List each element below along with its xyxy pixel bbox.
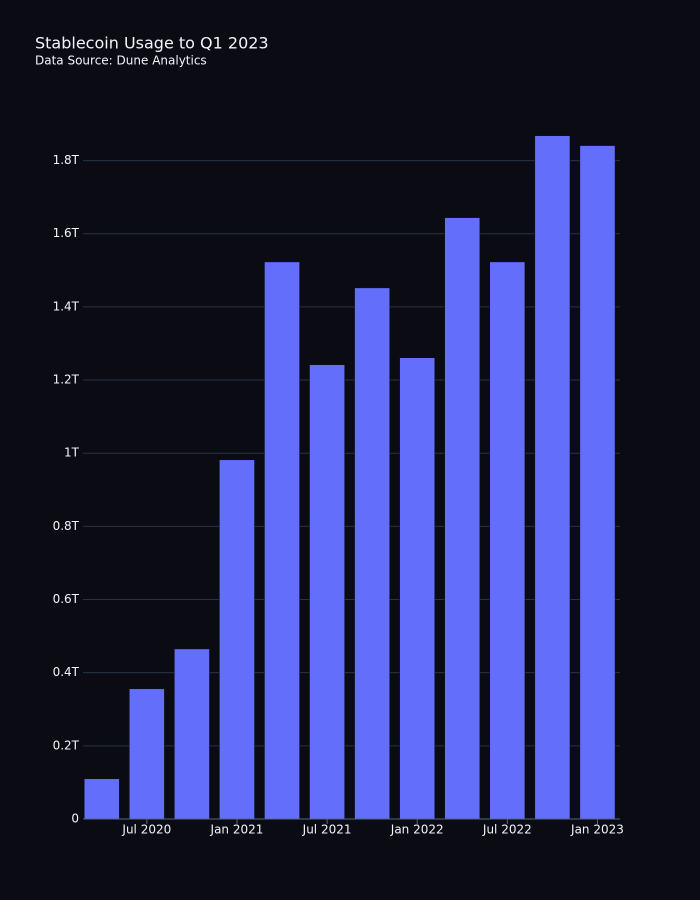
bar bbox=[489, 261, 526, 820]
bar bbox=[444, 217, 481, 820]
x-tick-label: Jul 2021 bbox=[302, 823, 352, 837]
x-tick-label: Jan 2021 bbox=[210, 823, 264, 837]
bar bbox=[83, 778, 120, 820]
y-tick-label: 1.8T bbox=[53, 153, 80, 167]
y-tick-label: 1.4T bbox=[53, 299, 80, 313]
x-tick-label: Jul 2020 bbox=[121, 823, 171, 837]
bar bbox=[534, 135, 571, 820]
bar bbox=[309, 364, 345, 820]
bar bbox=[264, 261, 300, 820]
y-tick-label: 1T bbox=[64, 446, 80, 460]
bar bbox=[579, 145, 616, 820]
y-tick-label: 0 bbox=[71, 812, 79, 826]
bar bbox=[129, 688, 165, 820]
chart-title: Stablecoin Usage to Q1 2023 bbox=[35, 34, 269, 53]
chart-subtitle: Data Source: Dune Analytics bbox=[35, 54, 207, 68]
y-tick-label: 0.4T bbox=[53, 665, 80, 679]
y-tick-label: 1.6T bbox=[53, 226, 80, 240]
y-tick-label: 0.2T bbox=[53, 738, 80, 752]
bar bbox=[219, 459, 255, 820]
bar bbox=[354, 287, 390, 820]
y-tick-label: 0.6T bbox=[53, 592, 80, 606]
bar bbox=[174, 648, 210, 820]
x-tick-label: Jan 2023 bbox=[570, 823, 624, 837]
bar bbox=[399, 357, 436, 820]
y-tick-label: 1.2T bbox=[53, 373, 80, 387]
y-tick-label: 0.8T bbox=[53, 519, 80, 533]
x-tick-label: Jul 2022 bbox=[482, 823, 532, 837]
x-tick-label: Jan 2022 bbox=[390, 823, 444, 837]
